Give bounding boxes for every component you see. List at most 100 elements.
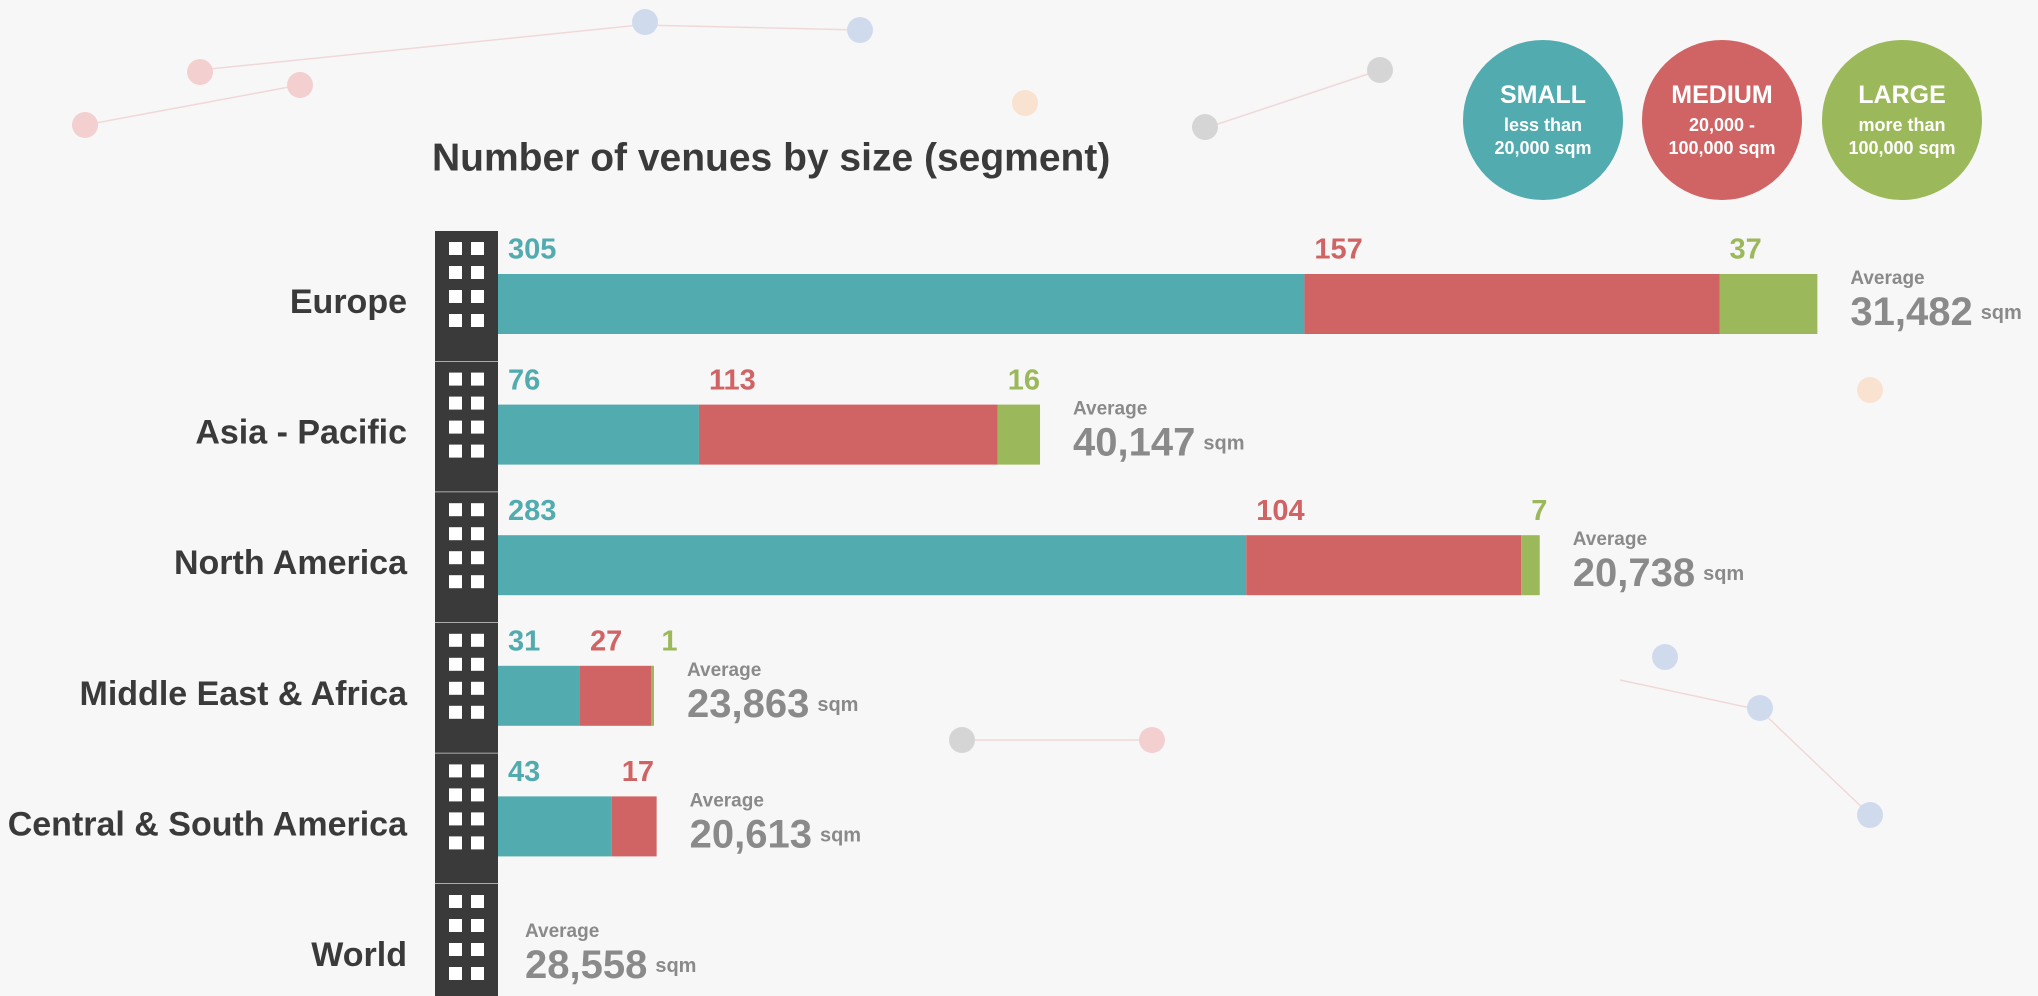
building-icon <box>435 231 498 361</box>
window <box>449 551 462 565</box>
bar-segment <box>579 665 652 726</box>
window <box>471 657 484 671</box>
window <box>449 314 462 327</box>
average-value: 28,558 sqm <box>525 943 696 987</box>
value-label: 27 <box>590 625 622 657</box>
building-icon <box>435 492 498 623</box>
value-label: 43 <box>508 756 540 788</box>
window <box>449 764 462 778</box>
average-label: Average <box>687 660 761 681</box>
category-label: World <box>311 936 407 974</box>
window <box>471 967 484 980</box>
average-number: 20,738 <box>1573 551 1695 595</box>
window <box>471 633 484 647</box>
average-label: Average <box>1850 268 1924 289</box>
value-label: 283 <box>508 495 556 527</box>
window <box>449 444 462 458</box>
average-label: Average <box>1573 529 1647 550</box>
legend-description: more than 100,000 sqm <box>1848 114 1956 158</box>
building-icon <box>435 753 498 884</box>
building-icon <box>435 884 498 996</box>
building <box>435 622 498 753</box>
legend-item: LARGE more than 100,000 sqm <box>1822 40 1982 200</box>
window <box>471 290 484 303</box>
window <box>449 943 462 956</box>
window <box>471 943 484 956</box>
window <box>449 788 462 802</box>
average-unit: sqm <box>1703 563 1744 585</box>
bar-segment <box>498 796 612 857</box>
category-label: Europe <box>290 283 407 321</box>
bar-segment <box>997 404 1041 465</box>
average-number: 40,147 <box>1073 420 1195 464</box>
window <box>471 812 484 826</box>
value-label: 76 <box>508 364 540 396</box>
window <box>449 681 462 695</box>
window <box>471 788 484 802</box>
window <box>471 396 484 410</box>
bar-segment <box>611 796 657 857</box>
average-unit: sqm <box>1981 302 2022 324</box>
bar-segment <box>498 404 699 465</box>
building <box>435 231 498 361</box>
average-unit: sqm <box>1203 433 1244 455</box>
legend-name: MEDIUM <box>1671 80 1773 109</box>
window <box>449 420 462 434</box>
legend-name: LARGE <box>1858 80 1946 109</box>
value-label: 113 <box>709 364 756 396</box>
window <box>449 575 462 589</box>
value-label: 1 <box>661 625 677 657</box>
window <box>471 242 484 255</box>
bar-segment <box>698 404 998 465</box>
window <box>471 764 484 778</box>
window <box>449 266 462 279</box>
window <box>449 503 462 517</box>
window <box>471 895 484 908</box>
window <box>471 836 484 850</box>
bar-segment <box>1719 274 1818 334</box>
legend-description: less than 20,000 sqm <box>1494 114 1592 158</box>
window <box>471 314 484 327</box>
window <box>449 633 462 647</box>
bar-segment <box>651 665 654 726</box>
average-label: Average <box>690 790 764 811</box>
window <box>471 705 484 719</box>
category-label: North America <box>174 544 408 582</box>
average-label: Average <box>525 921 599 942</box>
window <box>449 705 462 719</box>
window <box>471 681 484 695</box>
building-icon <box>435 622 498 753</box>
value-label: 31 <box>508 625 540 657</box>
building <box>435 753 498 884</box>
window <box>449 812 462 826</box>
bar-segment <box>498 274 1305 334</box>
legend-item: MEDIUM 20,000 - 100,000 sqm <box>1642 40 1802 200</box>
average-value: 31,482 sqm <box>1850 290 2021 334</box>
bar-segment <box>1304 274 1720 334</box>
window <box>449 242 462 255</box>
average-number: 23,863 <box>687 681 809 725</box>
building <box>435 884 498 996</box>
window <box>471 372 484 386</box>
average-number: 20,613 <box>690 812 812 856</box>
chart-title: Number of venues by size (segment) <box>432 136 1110 179</box>
window <box>471 919 484 932</box>
legend-name: SMALL <box>1499 80 1587 109</box>
value-label: 16 <box>1008 364 1040 396</box>
window <box>449 396 462 410</box>
average-value: 23,863 sqm <box>687 681 858 725</box>
average-unit: sqm <box>820 825 861 847</box>
window <box>449 372 462 386</box>
window <box>471 420 484 434</box>
window <box>471 503 484 517</box>
category-label: Asia - Pacific <box>195 414 407 452</box>
category-label: Central & South America <box>8 805 408 843</box>
average-value: 20,738 sqm <box>1573 551 1744 595</box>
average-value: 20,613 sqm <box>690 812 861 856</box>
building <box>435 492 498 623</box>
window <box>449 967 462 980</box>
window <box>471 551 484 565</box>
average-value: 40,147 sqm <box>1073 420 1244 464</box>
